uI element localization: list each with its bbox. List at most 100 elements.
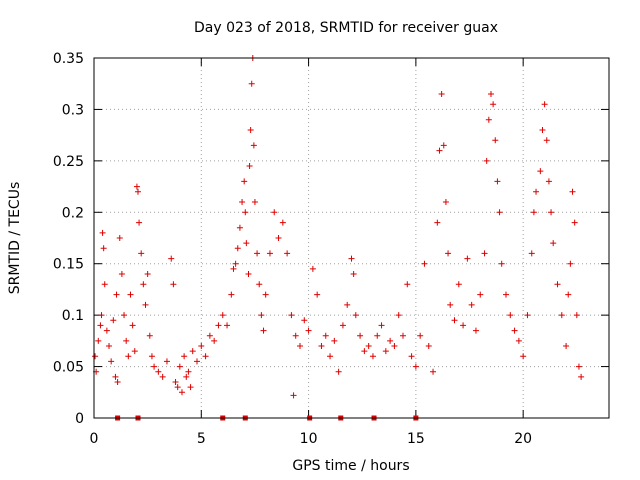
data-point <box>260 327 267 334</box>
data-point <box>539 127 546 133</box>
data-point <box>247 127 254 133</box>
data-point <box>545 178 552 185</box>
data-point <box>492 137 499 144</box>
y-tick-label: 0.1 <box>62 308 84 324</box>
data-point <box>361 348 368 355</box>
data-point <box>290 392 297 399</box>
data-point <box>183 373 190 380</box>
data-point <box>520 353 527 360</box>
y-tick-label: 0.25 <box>53 154 84 170</box>
data-point <box>477 291 484 298</box>
data-point <box>101 281 108 288</box>
data-point <box>258 312 265 319</box>
x-tick-label: 20 <box>514 431 532 447</box>
y-tick-label: 0.3 <box>62 102 84 118</box>
data-point <box>440 142 447 149</box>
data-point <box>472 327 479 334</box>
data-point <box>256 281 263 288</box>
data-point <box>121 312 128 319</box>
data-point <box>181 353 188 360</box>
data-point <box>131 348 138 355</box>
data-point <box>571 219 578 226</box>
data-point <box>168 255 175 262</box>
y-tick-label: 0.05 <box>53 360 84 376</box>
data-point <box>314 291 321 298</box>
data-point <box>335 368 342 375</box>
data-point <box>515 337 522 344</box>
data-point <box>503 291 509 298</box>
data-point <box>243 240 250 247</box>
data-point <box>327 353 334 360</box>
data-point <box>481 250 488 257</box>
data-point <box>95 337 102 344</box>
data-point <box>430 368 437 375</box>
data-point <box>275 235 282 241</box>
data-point <box>129 322 136 329</box>
data-point <box>224 322 231 329</box>
data-point <box>455 281 462 288</box>
axis-ticks: 0 0.05 0.1 0.15 0.2 0.25 0.3 0.35 0 5 10 15 20 <box>53 51 609 447</box>
data-point <box>241 178 248 185</box>
data-point <box>116 235 123 241</box>
data-point <box>136 219 143 226</box>
data-point <box>230 265 237 272</box>
data-point <box>133 183 140 190</box>
data-point <box>219 312 226 319</box>
data-point <box>344 301 351 308</box>
data-point <box>271 209 278 216</box>
x-tick-label: 0 <box>90 431 99 447</box>
data-point <box>309 265 316 272</box>
data-point <box>318 343 325 349</box>
data-point <box>242 209 249 216</box>
data-point <box>468 301 475 308</box>
data-point <box>284 250 291 257</box>
data-point <box>146 332 153 339</box>
data-point <box>400 332 406 339</box>
data-point <box>490 101 497 108</box>
data-point <box>118 271 125 277</box>
data-point <box>563 343 570 349</box>
data-point <box>350 271 357 277</box>
data-point <box>378 322 385 329</box>
data-point <box>250 142 257 149</box>
data-point <box>408 353 415 360</box>
x-axis-label: GPS time / hours <box>292 458 409 474</box>
data-point <box>134 188 141 195</box>
data-point <box>144 271 151 277</box>
data-point <box>543 137 550 144</box>
data-point <box>248 80 255 87</box>
data-point <box>322 332 329 339</box>
data-point <box>554 281 561 288</box>
data-point <box>266 250 273 257</box>
data-point <box>172 379 179 385</box>
data-point <box>228 291 235 298</box>
data-point <box>537 168 544 175</box>
y-axis-label: SRMTID / TECUs <box>7 182 23 295</box>
data-point <box>288 312 295 319</box>
y-tick-label: 0.2 <box>62 205 84 221</box>
data-point <box>202 353 209 360</box>
data-point <box>528 250 535 257</box>
data-point <box>436 147 443 154</box>
data-point <box>174 384 181 391</box>
data-point <box>498 260 505 267</box>
plot-frame <box>93 57 610 419</box>
data-point <box>232 260 239 267</box>
data-point <box>496 209 503 216</box>
data-point <box>494 178 501 185</box>
data-point <box>170 281 177 288</box>
data-point <box>297 343 303 349</box>
data-point <box>507 312 514 319</box>
data-point <box>567 260 574 267</box>
data-point <box>425 343 432 349</box>
y-tick-label: 0 <box>75 411 84 427</box>
data-point <box>305 327 312 334</box>
data-point <box>97 322 104 329</box>
data-point <box>246 163 253 169</box>
data-point <box>565 291 572 298</box>
data-point <box>511 327 518 334</box>
y-tick-label: 0.15 <box>53 257 84 273</box>
x-tick-label: 10 <box>300 431 318 447</box>
data-point <box>189 348 196 355</box>
